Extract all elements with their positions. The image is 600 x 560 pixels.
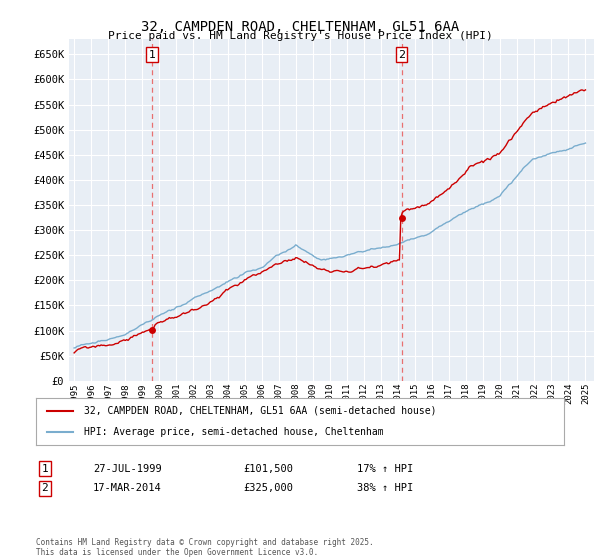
Text: £325,000: £325,000: [243, 483, 293, 493]
Text: £101,500: £101,500: [243, 464, 293, 474]
Text: 32, CAMPDEN ROAD, CHELTENHAM, GL51 6AA: 32, CAMPDEN ROAD, CHELTENHAM, GL51 6AA: [141, 20, 459, 34]
Text: 17% ↑ HPI: 17% ↑ HPI: [357, 464, 413, 474]
Text: 2: 2: [41, 483, 49, 493]
Text: 32, CAMPDEN ROAD, CHELTENHAM, GL51 6AA (semi-detached house): 32, CAMPDEN ROAD, CHELTENHAM, GL51 6AA (…: [83, 406, 436, 416]
Text: 1: 1: [149, 50, 155, 59]
Text: HPI: Average price, semi-detached house, Cheltenham: HPI: Average price, semi-detached house,…: [83, 427, 383, 437]
Text: Contains HM Land Registry data © Crown copyright and database right 2025.
This d: Contains HM Land Registry data © Crown c…: [36, 538, 374, 557]
Text: 2: 2: [398, 50, 405, 59]
Text: 17-MAR-2014: 17-MAR-2014: [93, 483, 162, 493]
Text: Price paid vs. HM Land Registry's House Price Index (HPI): Price paid vs. HM Land Registry's House …: [107, 31, 493, 41]
Text: 27-JUL-1999: 27-JUL-1999: [93, 464, 162, 474]
Text: 1: 1: [41, 464, 49, 474]
Text: 38% ↑ HPI: 38% ↑ HPI: [357, 483, 413, 493]
